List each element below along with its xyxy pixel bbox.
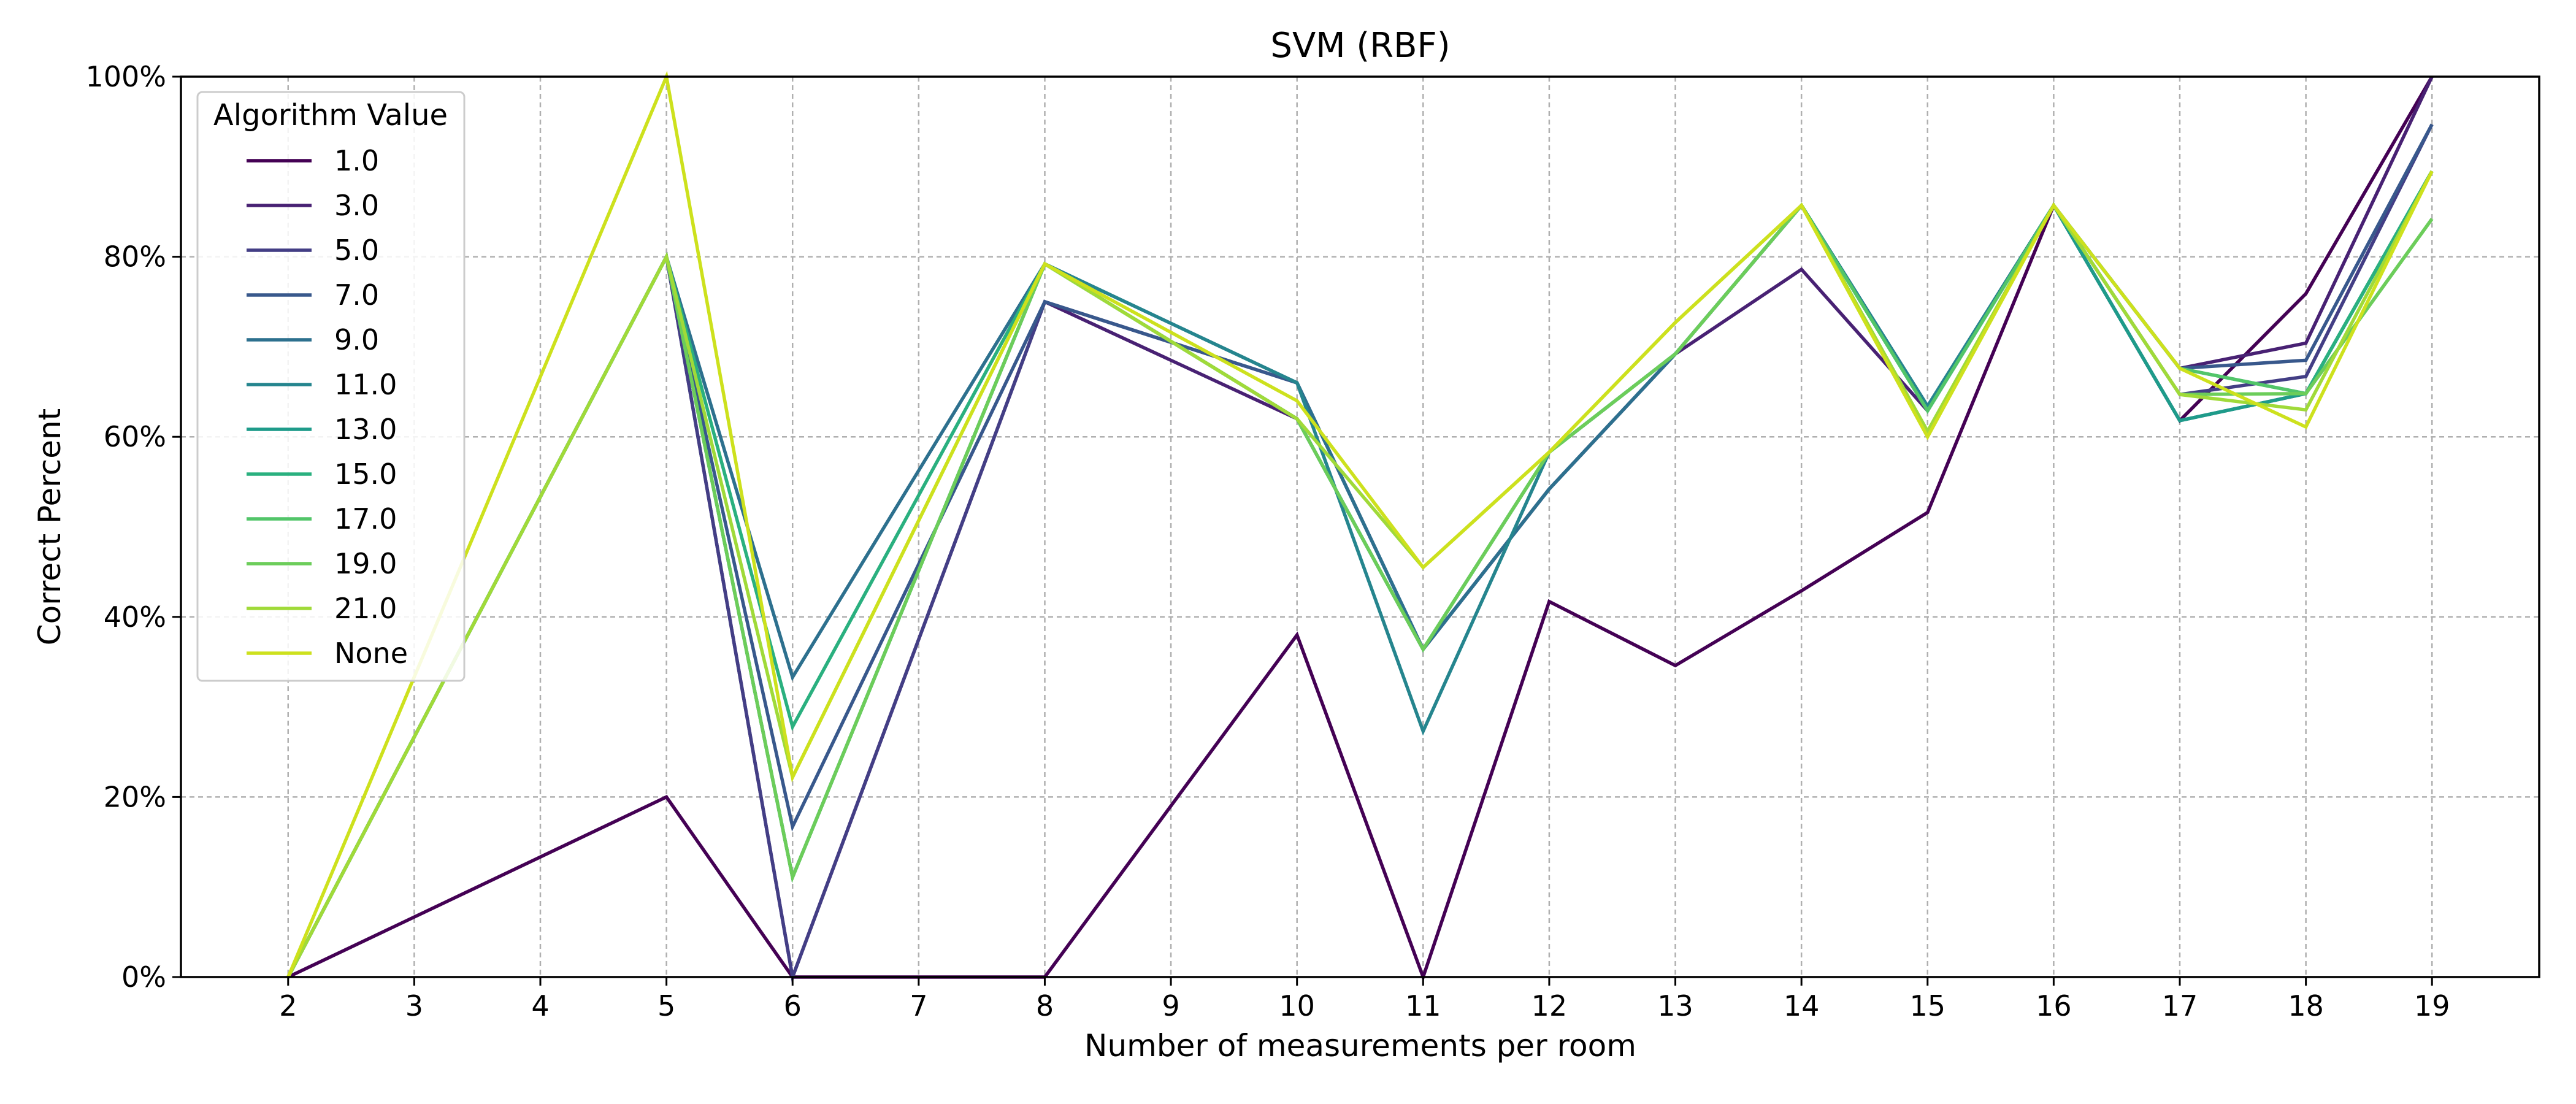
y-axis: 0% 20% 40% 60% 80% 100% [85, 60, 181, 994]
legend-items: 1.0 3.0 5.0 7.0 9.0 11.0 13.0 15.0 17.0 19.0 21.0 N… [247, 144, 408, 670]
chart-title: SVM (RBF) [1270, 26, 1450, 66]
legend-label: 15.0 [334, 458, 397, 491]
legend-item: 5.0 [247, 234, 379, 267]
x-tick-label: 13 [1657, 989, 1693, 1022]
series-line-21.0 [286, 170, 2434, 978]
x-tick-label: 8 [1036, 989, 1054, 1022]
legend-item: 9.0 [247, 323, 379, 356]
x-tick-label: 12 [1531, 989, 1568, 1022]
legend-title: Algorithm Value [213, 98, 448, 132]
legend-label: None [334, 637, 408, 670]
x-tick-label: 9 [1162, 989, 1179, 1022]
x-tick-label: 10 [1279, 989, 1315, 1022]
legend-item: 13.0 [247, 413, 397, 446]
y-tick-label: 40% [104, 600, 166, 634]
x-tick-label: 7 [910, 989, 927, 1022]
plot-frame [180, 75, 2540, 978]
x-tick-label: 17 [2162, 989, 2198, 1022]
legend-box [196, 91, 466, 682]
legend-label: 21.0 [334, 592, 397, 625]
legend-label: 13.0 [334, 413, 397, 446]
legend-item: None [247, 637, 408, 670]
legend-item: 17.0 [247, 502, 397, 535]
series-line-5.0 [286, 123, 2434, 984]
grid [181, 75, 2539, 978]
legend-item: 7.0 [247, 278, 379, 312]
legend-item: 1.0 [247, 144, 379, 177]
x-tick-label: 4 [531, 989, 549, 1022]
legend-label: 11.0 [334, 368, 397, 401]
legend-item: 11.0 [247, 368, 397, 401]
series-line-19.0 [286, 202, 2434, 978]
y-tick-label: 20% [104, 780, 166, 813]
x-tick-label: 15 [1909, 989, 1945, 1022]
series-line-None [286, 71, 2434, 978]
x-tick-label: 3 [405, 989, 423, 1022]
legend-item: 21.0 [247, 592, 397, 625]
x-tick-label: 11 [1405, 989, 1441, 1022]
legend-label: 5.0 [334, 234, 379, 267]
x-tick-label: 14 [1784, 989, 1820, 1022]
y-tick-label: 0% [121, 960, 166, 994]
x-axis-label: Number of measurements per room [1084, 1028, 1636, 1064]
y-axis-label: Correct Percent [32, 408, 67, 646]
legend-label: 7.0 [334, 278, 379, 312]
y-tick-label: 60% [104, 420, 166, 453]
legend-item: 19.0 [247, 547, 397, 580]
x-tick-label: 18 [2288, 989, 2324, 1022]
legend-label: 17.0 [334, 502, 397, 535]
y-tick-label: 80% [104, 240, 166, 274]
x-tick-label: 19 [2414, 989, 2450, 1022]
series-line-7.0 [286, 123, 2434, 978]
series-line-17.0 [286, 202, 2434, 978]
x-tick-label: 6 [784, 989, 802, 1022]
legend: Algorithm Value 1.03.05.07.09.011.013.01… [196, 91, 466, 682]
x-axis: 2 3 4 5 6 7 8 9 10 11 12 13 14 15 16 17 18 19 [279, 977, 2450, 1022]
x-tick-label: 16 [2036, 989, 2072, 1022]
legend-item: 3.0 [247, 189, 379, 222]
legend-label: 1.0 [334, 144, 379, 177]
legend-item: 15.0 [247, 458, 397, 491]
legend-label: 19.0 [334, 547, 397, 580]
x-tick-label: 5 [657, 989, 675, 1022]
x-tick-label: 2 [279, 989, 297, 1022]
legend-label: 3.0 [334, 189, 379, 222]
y-tick-label: 100% [85, 60, 166, 93]
legend-label: 9.0 [334, 323, 379, 356]
series-layer [286, 71, 2434, 984]
